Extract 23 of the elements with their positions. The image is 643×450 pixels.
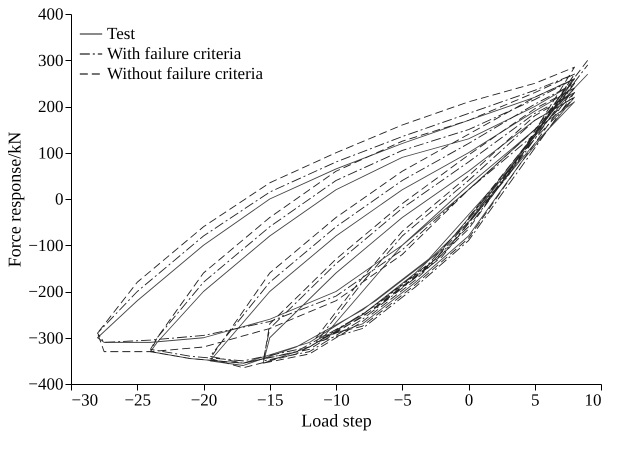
x-tick-label: 10 — [584, 390, 602, 410]
legend-label: Test — [107, 24, 136, 43]
x-axis-title: Load step — [301, 410, 372, 430]
y-tick-label: 400 — [38, 4, 64, 24]
x-tick-label: −20 — [190, 390, 218, 410]
x-tick-label: 5 — [531, 390, 540, 410]
y-tick-label: −300 — [28, 328, 64, 348]
x-tick-label: −30 — [72, 390, 98, 410]
x-tick-label: −10 — [323, 390, 350, 410]
legend-label: Without failure criteria — [107, 64, 264, 83]
x-tick-label: −15 — [256, 390, 284, 410]
y-axis-title: Force response/kN — [4, 132, 24, 268]
y-tick-label: 0 — [55, 190, 64, 208]
y-tick-label: −200 — [28, 282, 64, 301]
x-tick-label: 0 — [464, 390, 474, 410]
y-tick-label: −100 — [28, 236, 64, 255]
x-tick-label: −25 — [124, 390, 152, 410]
y-tick-label: 300 — [38, 50, 64, 70]
x-tick-label: −5 — [394, 390, 412, 410]
y-tick-label: 100 — [38, 143, 64, 162]
legend-label: With failure criteria — [107, 44, 242, 63]
y-tick-label: −400 — [28, 374, 64, 394]
y-tick-label: 200 — [38, 97, 64, 116]
